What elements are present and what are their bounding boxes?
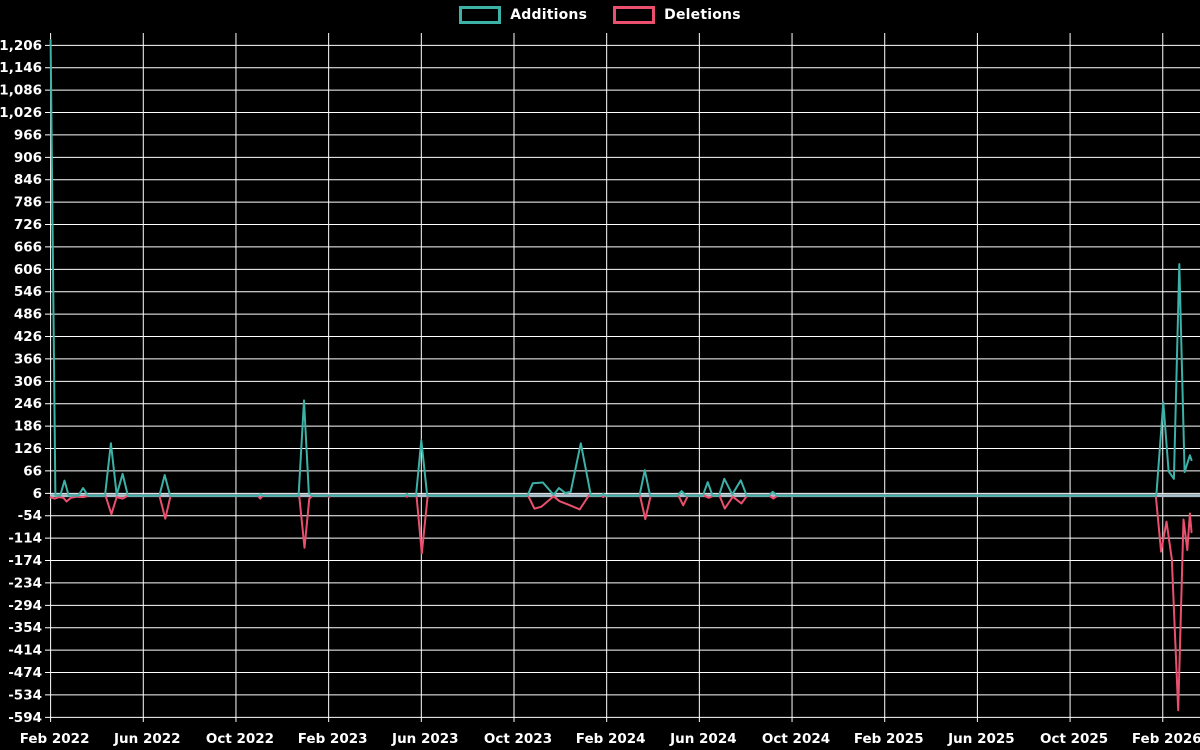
x-tick-label: Jun 2023: [391, 731, 459, 747]
x-tick-label: Feb 2022: [20, 731, 90, 747]
y-tick-label: 966: [14, 127, 42, 143]
y-tick-label: 726: [14, 217, 42, 233]
y-tick-label: 66: [23, 463, 42, 479]
y-tick-label: 486: [14, 307, 42, 323]
x-tick-label: Feb 2023: [298, 731, 368, 747]
y-tick-label: 426: [14, 329, 42, 345]
y-tick-label: -174: [8, 553, 42, 569]
x-tick-label: Feb 2026: [1132, 731, 1200, 747]
additions-line: [49, 39, 1193, 497]
y-tick-label: 186: [14, 419, 42, 435]
x-tick-label: Feb 2025: [854, 731, 924, 747]
additions-swatch-icon: [459, 6, 502, 24]
y-tick-label: 306: [14, 374, 42, 390]
y-tick-label: 126: [14, 441, 42, 457]
y-tick-label: 906: [14, 150, 42, 166]
y-tick-label: 1,086: [0, 83, 42, 99]
chart-legend: Additions Deletions: [0, 6, 1200, 24]
x-tick-label: Oct 2022: [206, 731, 274, 747]
y-tick-label: 1,026: [0, 105, 42, 121]
x-tick-label: Oct 2024: [762, 731, 830, 747]
legend-label-additions: Additions: [510, 7, 588, 23]
y-tick-label: 606: [14, 262, 42, 278]
y-tick-label: -474: [8, 665, 42, 681]
legend-item-deletions[interactable]: Deletions: [613, 6, 741, 24]
y-tick-label: -114: [8, 531, 42, 547]
x-tick-label: Jun 2022: [113, 731, 181, 747]
y-tick-label: 546: [14, 284, 42, 300]
y-tick-label: -54: [18, 508, 42, 524]
x-tick-label: Jun 2024: [669, 731, 737, 747]
y-tick-label: 786: [14, 195, 42, 211]
y-tick-label: -414: [8, 643, 42, 659]
y-tick-label: -234: [8, 575, 42, 591]
x-tick-label: Oct 2023: [484, 731, 552, 747]
legend-label-deletions: Deletions: [664, 7, 741, 23]
y-tick-label: 1,206: [0, 38, 42, 54]
y-tick-label: 846: [14, 172, 42, 188]
y-tick-label: 1,146: [0, 60, 42, 76]
x-tick-label: Oct 2025: [1040, 731, 1108, 747]
x-tick-label: Jun 2025: [947, 731, 1015, 747]
y-tick-label: -294: [8, 598, 42, 614]
x-tick-label: Feb 2024: [576, 731, 646, 747]
deletions-swatch-icon: [613, 6, 656, 24]
y-tick-label: 246: [14, 396, 42, 412]
y-tick-label: 6: [33, 486, 42, 502]
legend-item-additions[interactable]: Additions: [459, 6, 587, 24]
y-tick-label: 366: [14, 351, 42, 367]
y-tick-label: -534: [8, 687, 42, 703]
y-tick-label: -354: [8, 620, 42, 636]
y-tick-label: 666: [14, 239, 42, 255]
y-tick-label: -594: [8, 710, 42, 726]
